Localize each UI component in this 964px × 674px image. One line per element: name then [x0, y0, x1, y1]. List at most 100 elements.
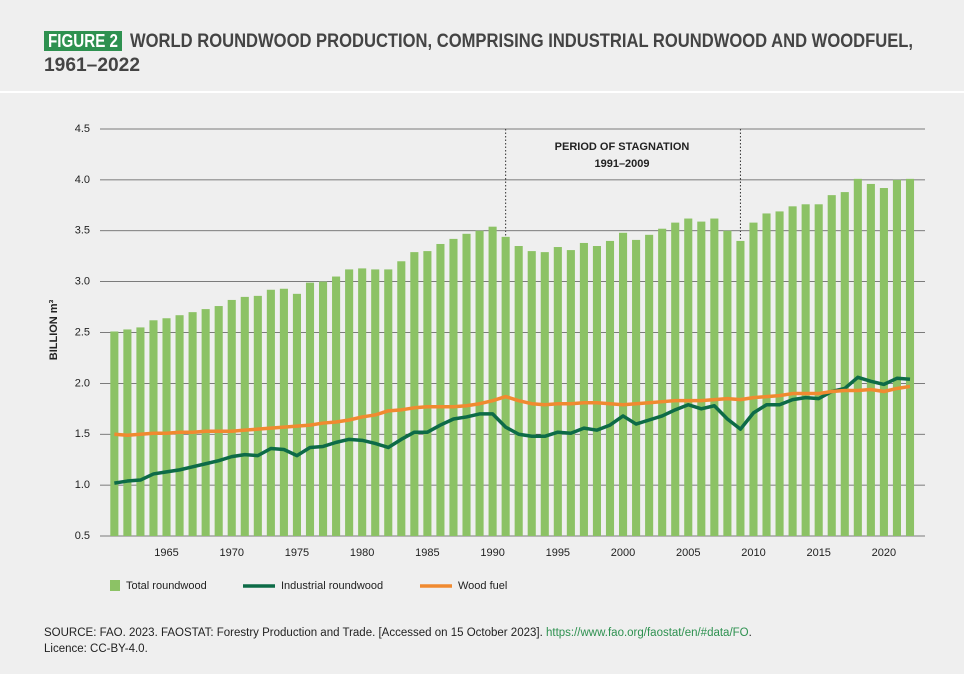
- bar: [149, 320, 158, 536]
- annotation: PERIOD OF STAGNATION: [555, 141, 690, 153]
- licence: Licence: CC-BY-4.0.: [44, 643, 148, 655]
- bar: [671, 222, 680, 537]
- bar: [710, 218, 719, 537]
- bar: [553, 247, 562, 536]
- bar: [410, 252, 419, 536]
- x-tick-label: 2015: [806, 547, 830, 559]
- bar: [579, 242, 588, 536]
- bar: [853, 178, 862, 537]
- x-tick-label: 2020: [872, 547, 896, 559]
- bar: [592, 246, 601, 536]
- bar: [658, 228, 667, 536]
- y-tick-label: 1.0: [75, 479, 90, 491]
- x-tick-label: 1990: [480, 547, 504, 559]
- bar: [214, 306, 223, 536]
- bar: [814, 204, 823, 537]
- bar: [514, 246, 523, 536]
- bar: [697, 221, 706, 536]
- bar: [501, 236, 510, 537]
- bar: [632, 239, 641, 536]
- line: [114, 375, 911, 485]
- bar: [423, 251, 432, 536]
- x-tick-label: 1995: [546, 547, 570, 559]
- bar: [305, 282, 315, 536]
- bar: [332, 276, 341, 536]
- bar: [892, 179, 901, 536]
- bar: [788, 206, 797, 536]
- source-text: .: [749, 627, 752, 639]
- bar: [840, 192, 849, 536]
- bar: [527, 251, 536, 536]
- line: [114, 384, 911, 438]
- legend-label: Industrial roundwood: [281, 580, 383, 592]
- bar: [162, 318, 171, 536]
- legend-label: Wood fuel: [458, 580, 507, 592]
- bar: [123, 329, 132, 536]
- annotation: 1991–2009: [594, 158, 649, 170]
- bar: [645, 234, 654, 536]
- y-tick-label: 1.5: [75, 428, 90, 440]
- y-tick-label: 0.5: [75, 530, 90, 542]
- bar: [879, 188, 888, 536]
- bar: [540, 252, 549, 536]
- figure-badge: [44, 31, 122, 51]
- y-tick-label: 4.5: [75, 123, 90, 135]
- legend-label: Total roundwood: [126, 580, 207, 592]
- bar: [436, 243, 445, 537]
- chart-title: 1961–2022: [44, 55, 140, 76]
- y-tick-label: 3.0: [75, 276, 90, 288]
- x-tick-label: 1965: [154, 547, 178, 559]
- bar: [319, 281, 328, 536]
- x-tick-label: 1970: [219, 547, 243, 559]
- x-tick-label: 1985: [415, 547, 439, 559]
- bar: [175, 315, 184, 536]
- x-tick-label: 2010: [741, 547, 765, 559]
- bar: [736, 240, 745, 537]
- bar: [775, 211, 784, 537]
- bar: [292, 293, 301, 536]
- figure-label: FIGURE 2: [48, 31, 118, 51]
- bar: [827, 195, 836, 536]
- bar: [201, 309, 210, 536]
- bar: [266, 289, 275, 536]
- x-tick-label: 1980: [350, 547, 374, 559]
- bar: [110, 331, 119, 536]
- bar: [619, 232, 628, 536]
- bar: [279, 288, 288, 536]
- bar: [801, 204, 810, 537]
- bar: [462, 233, 471, 537]
- bar: [723, 230, 732, 536]
- bar: [136, 327, 145, 536]
- y-tick-label: 2.0: [75, 377, 90, 389]
- x-tick-label: 2000: [611, 547, 635, 559]
- bar: [684, 218, 693, 537]
- bar: [449, 238, 458, 536]
- bar: [866, 183, 875, 536]
- bar: [475, 230, 484, 536]
- source-link[interactable]: https://www.fao.org/faostat/en/#data/FO: [546, 627, 749, 639]
- bar: [384, 269, 393, 536]
- x-tick-label: 1975: [285, 547, 309, 559]
- bar: [240, 296, 249, 536]
- bar: [345, 269, 354, 536]
- bar: [605, 240, 615, 537]
- bar: [253, 295, 262, 536]
- bar: [488, 226, 497, 536]
- bar: [566, 250, 575, 536]
- y-tick-label: 2.5: [75, 326, 90, 338]
- y-tick-label: 3.5: [75, 225, 90, 237]
- bar: [371, 269, 380, 536]
- bar: [188, 312, 197, 536]
- y-tick-label: 4.0: [75, 174, 90, 186]
- y-axis-label: BILLION m³: [48, 299, 60, 360]
- source-text: SOURCE: FAO. 2023. FAOSTAT: Forestry Pro…: [44, 627, 546, 639]
- source: SOURCE: FAO. 2023. FAOSTAT: Forestry Pro…: [44, 627, 752, 639]
- legend-swatch: [110, 580, 120, 591]
- chart-title: WORLD ROUNDWOOD PRODUCTION, COMPRISING I…: [130, 31, 913, 52]
- x-tick-label: 2005: [676, 547, 700, 559]
- bar: [749, 222, 758, 537]
- bar: [762, 213, 771, 536]
- bar: [227, 299, 236, 536]
- bar: [905, 178, 915, 537]
